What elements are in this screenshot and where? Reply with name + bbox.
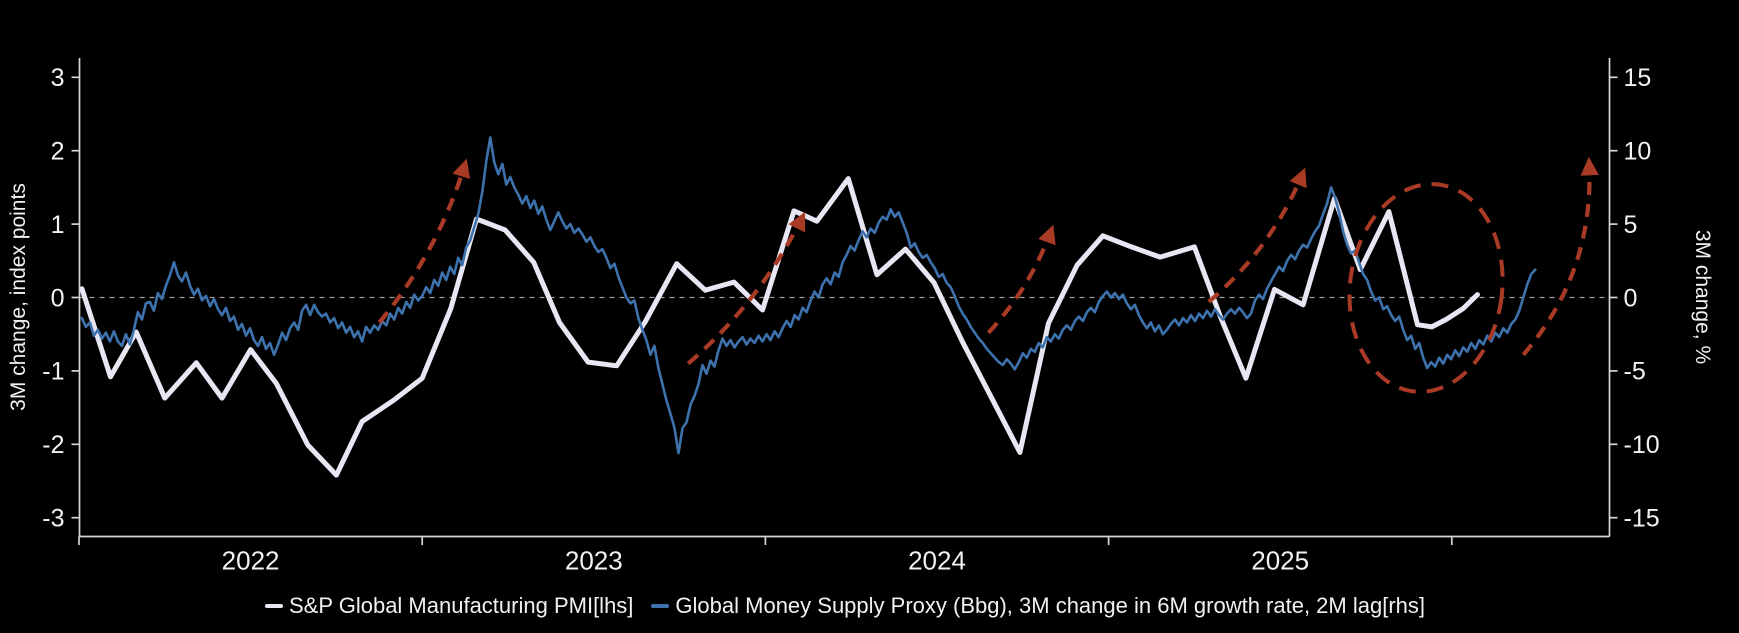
legend-label-pmi: S&P Global Manufacturing PMI[lhs] xyxy=(288,593,634,618)
money-supply-line-series xyxy=(80,136,1537,455)
right-axis-tick-label: -10 xyxy=(1624,431,1660,459)
legend-item-pmi: S&P Global Manufacturing PMI[lhs] xyxy=(264,593,634,619)
left-axis-tick-label: 1 xyxy=(51,211,65,239)
left-axis-tick-label: -3 xyxy=(42,504,64,532)
right-axis-tick-label: 15 xyxy=(1624,64,1652,92)
trend-arrow-annotation xyxy=(1521,156,1599,357)
left-axis-title: 3M change, index points xyxy=(7,183,30,411)
legend-item-money-supply: Global Money Supply Proxy (Bbg), 3M chan… xyxy=(651,593,1425,619)
highlight-ellipse-annotation xyxy=(1347,182,1505,394)
x-axis-year-label: 2023 xyxy=(565,546,623,576)
x-axis-year-label: 2022 xyxy=(222,546,280,576)
right-axis-tick-label: 5 xyxy=(1624,211,1638,239)
trend-arrow-annotation xyxy=(377,158,471,324)
trend-arrow-annotation xyxy=(986,224,1056,335)
trend-arrow-annotation xyxy=(686,211,806,366)
trend-arrow-annotation xyxy=(1207,167,1307,304)
x-axis-year-label: 2025 xyxy=(1251,546,1309,576)
right-axis-tick-label: -15 xyxy=(1624,504,1660,532)
right-axis-tick-label: 10 xyxy=(1624,137,1652,165)
right-axis-tick-label: 0 xyxy=(1624,284,1638,312)
left-axis-tick-label: -2 xyxy=(42,431,64,459)
legend-label-money-supply: Global Money Supply Proxy (Bbg), 3M chan… xyxy=(675,593,1425,618)
x-axis-year-label: 2024 xyxy=(908,546,966,576)
left-axis-tick-label: 3 xyxy=(51,64,65,92)
pmi-legend-dash-icon xyxy=(264,604,283,608)
chart-legend: S&P Global Manufacturing PMI[lhs] Global… xyxy=(80,588,1610,624)
left-axis-tick-label: -1 xyxy=(42,358,64,386)
money-supply-legend-dash-icon xyxy=(651,604,670,608)
left-axis-tick-label: 0 xyxy=(51,284,65,312)
pmi-line-series xyxy=(79,176,1480,478)
right-axis-title: 3M change, % xyxy=(1691,230,1714,364)
right-axis-tick-label: -5 xyxy=(1624,358,1646,386)
left-axis-tick-label: 2 xyxy=(51,137,65,165)
